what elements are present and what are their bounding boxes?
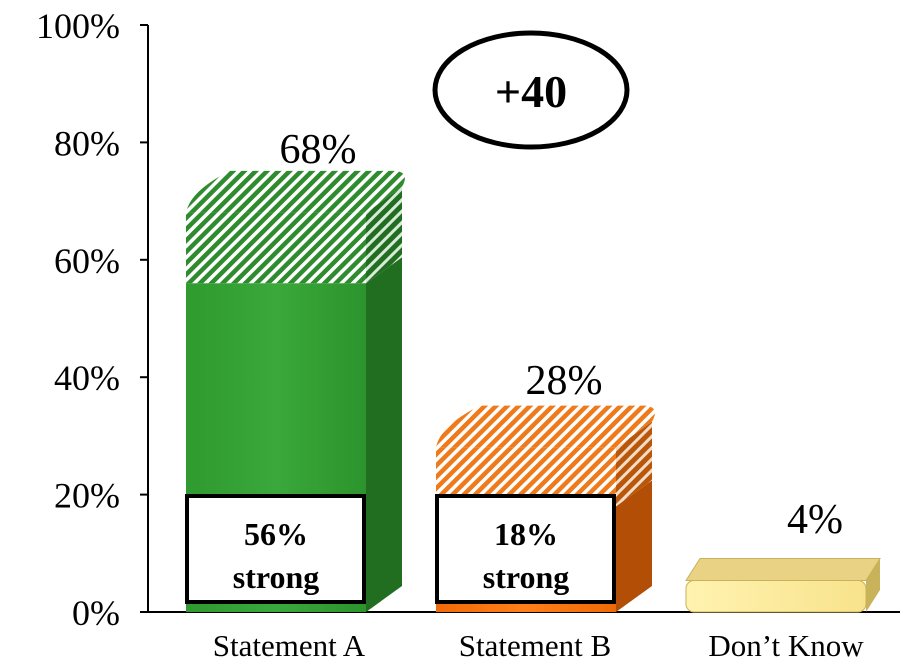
axis-layer: 0% 20% 40% 60% 80% 100% bbox=[36, 6, 900, 633]
difference-label: +40 bbox=[495, 66, 567, 117]
y-tick-label: 80% bbox=[54, 123, 120, 163]
bar-top-face bbox=[186, 170, 405, 213]
label-layer: 68% 28% 4% Statement A Statement B Don’t Know… bbox=[185, 127, 864, 663]
value-label: 4% bbox=[787, 497, 843, 543]
strong-box-frame bbox=[185, 494, 366, 604]
bar-front-face bbox=[685, 580, 867, 613]
bar-side-hatched bbox=[616, 421, 652, 507]
bar-front-hatched bbox=[186, 212, 366, 284]
y-tick-label: 40% bbox=[54, 358, 120, 398]
difference-ellipse bbox=[432, 30, 630, 150]
strong-percent: 56% bbox=[244, 516, 308, 552]
y-tick-label: 20% bbox=[54, 476, 120, 516]
difference-annotation: +40 bbox=[432, 30, 630, 150]
strong-box: 56% strong bbox=[185, 494, 366, 604]
bar-top-face bbox=[685, 558, 881, 582]
category-label: Statement A bbox=[213, 628, 366, 662]
value-label: 28% bbox=[526, 358, 603, 404]
y-tick-label: 0% bbox=[72, 593, 120, 633]
strong-word: strong bbox=[483, 559, 570, 595]
bar-side-face bbox=[866, 558, 880, 612]
category-label: Statement B bbox=[459, 628, 611, 662]
bar-side-solid bbox=[366, 257, 402, 612]
value-label: 68% bbox=[280, 127, 357, 173]
strong-word: strong bbox=[233, 559, 320, 595]
category-label: Don’t Know bbox=[708, 628, 864, 662]
y-tick-label: 100% bbox=[36, 6, 120, 46]
bar-side-hatched bbox=[366, 186, 402, 284]
strong-box: 18% strong bbox=[435, 494, 616, 604]
strong-percent: 18% bbox=[494, 516, 558, 552]
strong-box-frame bbox=[435, 494, 616, 604]
bar-dont-know bbox=[685, 558, 881, 613]
bar-top-face bbox=[436, 405, 655, 448]
bar-side-solid bbox=[616, 480, 652, 612]
y-tick-label: 60% bbox=[54, 241, 120, 281]
